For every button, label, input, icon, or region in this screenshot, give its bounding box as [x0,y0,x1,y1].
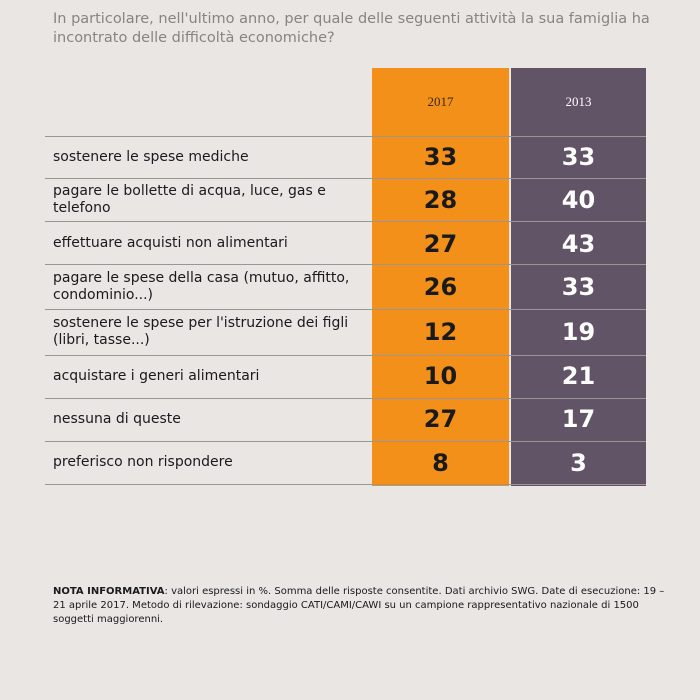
row-label: pagare le spese della casa (mutuo, affit… [53,270,350,303]
row-label: effettuare acquisti non alimentari [53,235,288,251]
note-text: : valori espressi in %. Somma delle risp… [53,586,665,625]
table-row: preferisco non rispondere 8 3 [45,442,646,483]
value-2017: 12 [423,318,458,346]
table-row: sostenere le spese mediche 33 33 [45,137,646,177]
table-row: nessuna di queste 27 17 [45,398,646,440]
value-2013: 19 [561,318,596,346]
row-divider [45,484,646,485]
table-row: pagare le bollette di acqua, luce, gas e… [45,179,646,221]
value-2013: 43 [561,229,596,258]
table-row: sostenere le spese per l'istruzione dei … [45,310,646,354]
row-divider [45,309,646,310]
row-label: sostenere le spese per l'istruzione dei … [53,315,349,348]
value-2013: 33 [561,143,596,171]
row-label: acquistare i generi alimentari [53,367,260,384]
row-divider [45,441,646,442]
row-label: pagare le bollette di acqua, luce, gas e… [53,183,326,216]
value-2013: 33 [561,273,596,301]
column-2013-background [511,68,646,486]
value-2017: 28 [423,186,458,214]
value-2017: 27 [423,405,458,433]
value-2013: 3 [570,448,587,477]
table-row: pagare le spese della casa (mutuo, affit… [45,266,646,308]
column-header-2013: 2013 [565,94,592,109]
question-text: In particolare, nell'ultimo anno, per qu… [53,11,650,46]
row-label: preferisco non rispondere [53,454,233,470]
value-2017: 27 [423,229,458,258]
column-header-2017: 2017 [427,94,454,109]
value-2017: 10 [423,362,458,390]
column-2017-background [372,68,509,486]
value-2017: 33 [423,143,458,171]
row-divider [45,355,646,356]
note-heading: NOTA INFORMATIVA [53,586,165,597]
table-row: effettuare acquisti non alimentari 27 43 [45,223,646,264]
value-2017: 8 [432,448,449,477]
value-2017: 26 [423,273,458,301]
row-divider [45,221,646,222]
row-label: nessuna di queste [53,410,181,427]
row-divider [45,136,646,137]
value-2013: 21 [561,362,596,390]
row-divider [45,398,646,399]
informative-note: NOTA INFORMATIVA: valori espressi in %. … [53,585,665,627]
row-divider [45,178,646,179]
row-divider [45,264,646,265]
table-row: acquistare i generi alimentari 10 21 [45,356,646,396]
value-2013: 40 [561,186,596,214]
row-label: sostenere le spese mediche [53,148,249,165]
value-2013: 17 [561,405,596,433]
